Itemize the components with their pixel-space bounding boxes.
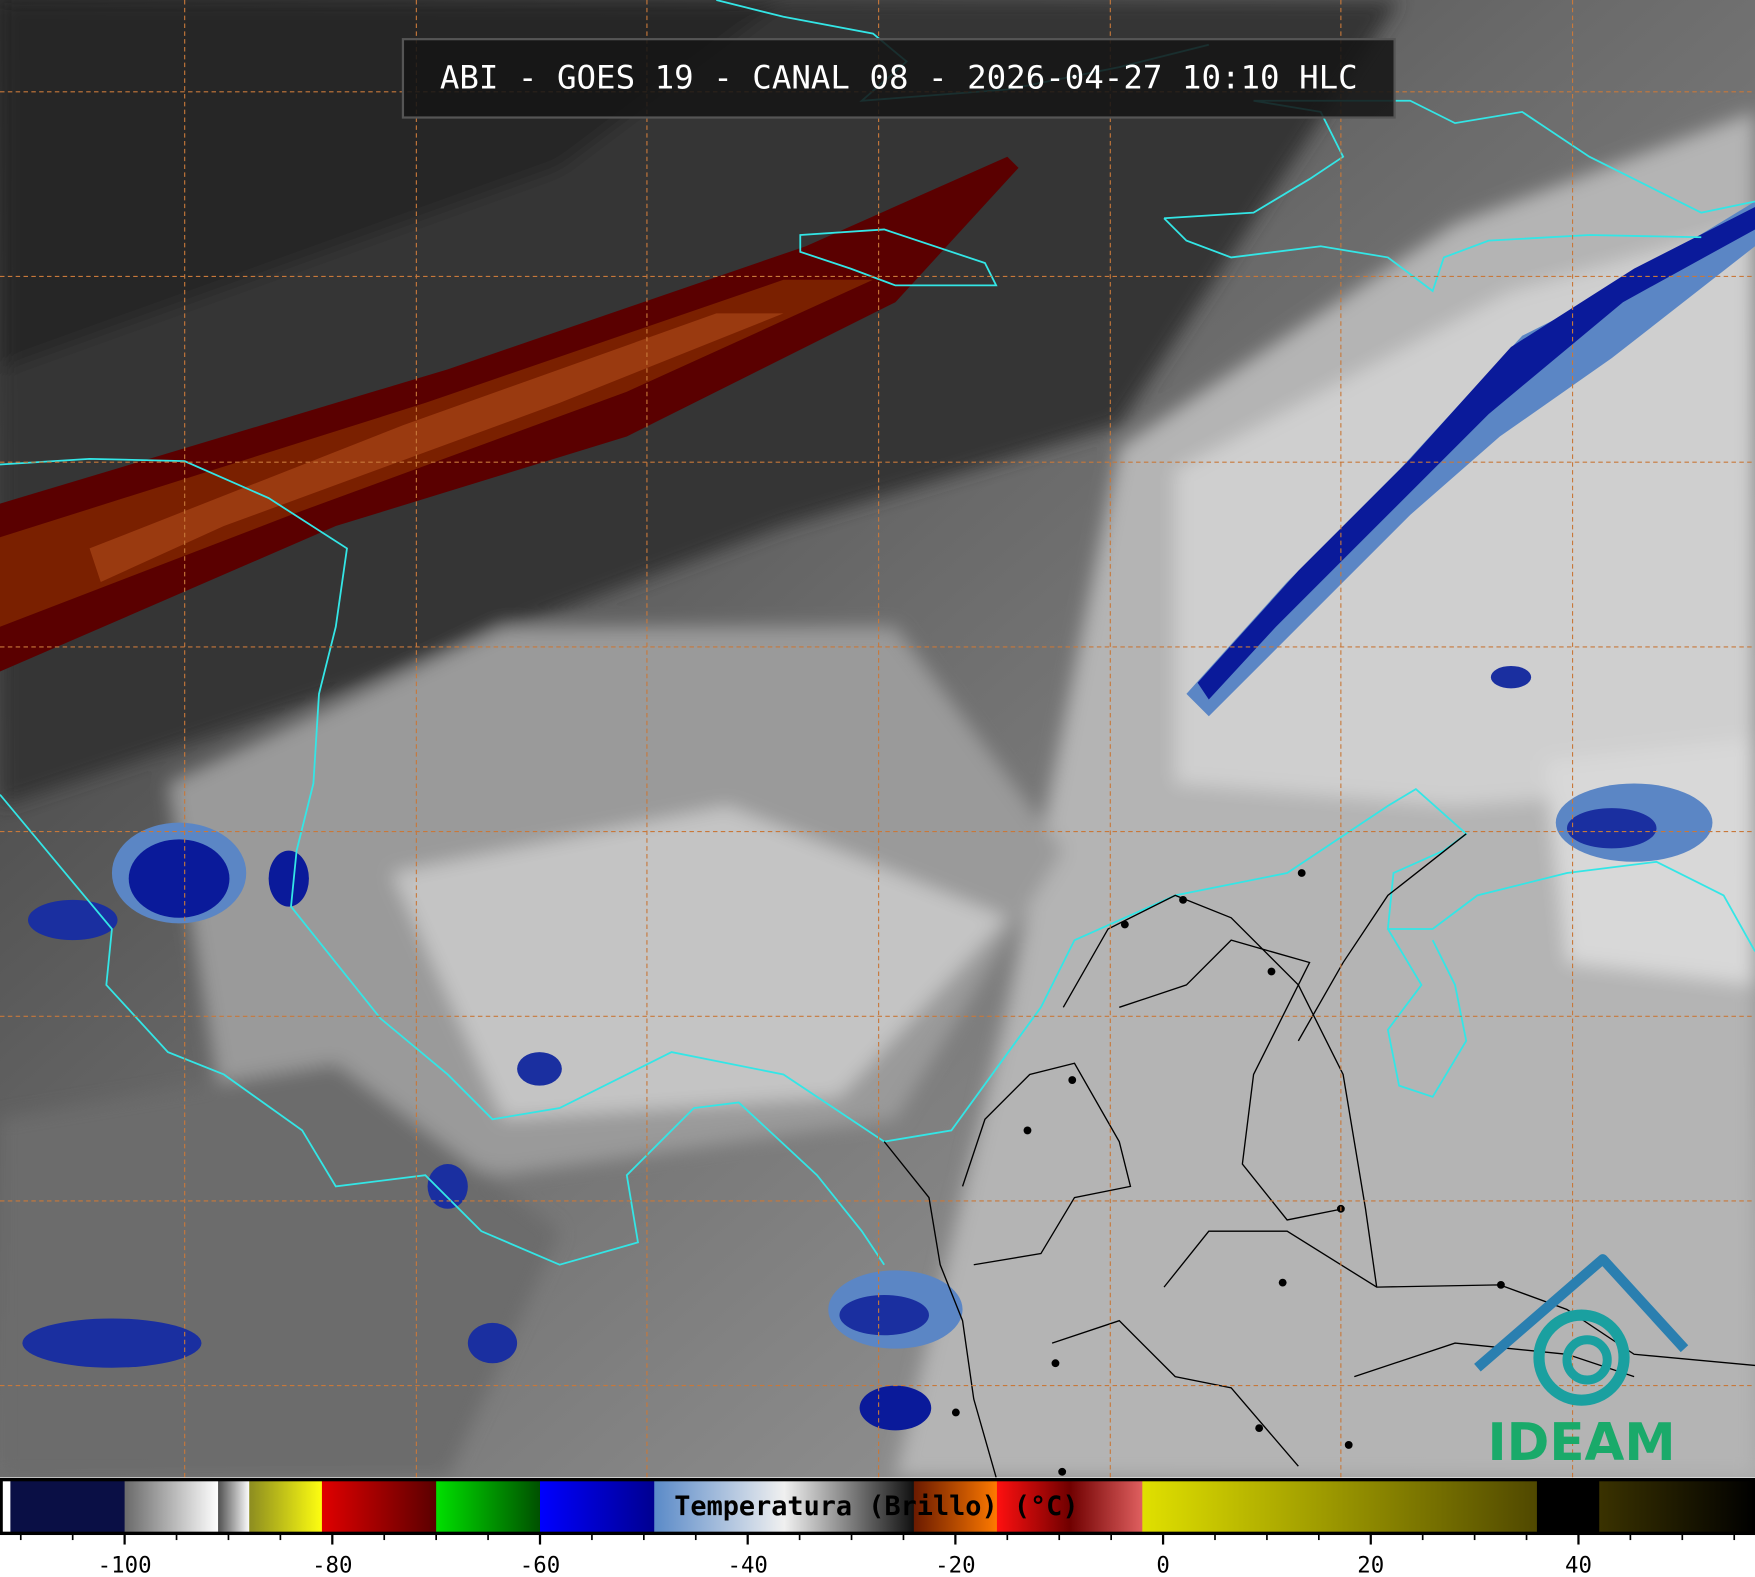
- cold-cloud-tops: [22, 201, 1755, 1431]
- cities: [951, 869, 1505, 1476]
- map: ABI - GOES 19 - CANAL 08 - 2026-04-27 10…: [0, 0, 1755, 1478]
- logo-text: IDEAM: [1487, 1413, 1675, 1473]
- colorbar-segment: [1142, 1479, 1538, 1534]
- colorbar-segment: [996, 1479, 1143, 1534]
- graticule: [0, 0, 1755, 1478]
- colorbar-segment: [249, 1479, 323, 1534]
- logo: IDEAM: [1474, 1254, 1689, 1473]
- tick-label: -80: [312, 1552, 352, 1577]
- title: ABI - GOES 19 - CANAL 08 - 2026-04-27 10…: [440, 58, 1358, 96]
- colorbar: [0, 1479, 1755, 1534]
- colorbar-segment: [321, 1479, 437, 1534]
- tick-label: -40: [727, 1552, 767, 1577]
- colorbar-segment: [124, 1479, 219, 1534]
- colorbar-segment: [436, 1479, 541, 1534]
- tick-label: 0: [1156, 1552, 1169, 1577]
- colorbar-segment: [0, 1479, 11, 1534]
- colorbar-segment: [654, 1479, 915, 1534]
- colorbar-segment: [540, 1479, 655, 1534]
- colorbar-segment: [1536, 1479, 1600, 1534]
- tick-label: -20: [935, 1552, 975, 1577]
- colorbar-segment: [1599, 1479, 1755, 1534]
- warm-band: [0, 156, 1019, 672]
- colorbar-segment: [218, 1479, 250, 1534]
- colorbar-segment: [10, 1479, 126, 1534]
- tick-label: -100: [98, 1552, 152, 1577]
- title-box: ABI - GOES 19 - CANAL 08 - 2026-04-27 10…: [401, 38, 1396, 119]
- colorbar-label: Temperatura (Brillo) (°C): [674, 1491, 1078, 1522]
- colorbar-frame: [0, 1477, 1755, 1536]
- colorbar-segment: [913, 1479, 998, 1534]
- tick-label: -60: [520, 1552, 560, 1577]
- tick-label: 20: [1357, 1552, 1384, 1577]
- tick-label: 40: [1565, 1552, 1592, 1577]
